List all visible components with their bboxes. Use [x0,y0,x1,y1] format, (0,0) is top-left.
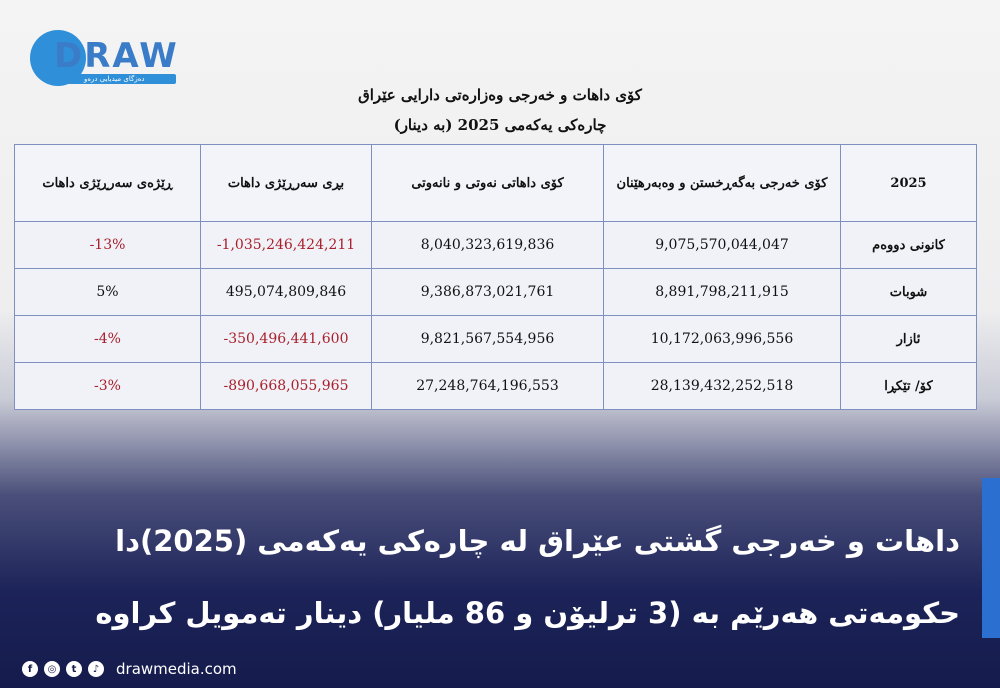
revenue-expense-table: ڕێژەی سەرڕێژی داهات بڕی سەرڕێژی داهات کۆ… [14,144,977,410]
cell-expenses: 10,172,063,996,556 [603,315,841,363]
website-link[interactable]: drawmedia.com [116,660,237,678]
facebook-icon[interactable]: f [22,661,38,677]
cell-expenses: 9,075,570,044,047 [603,221,841,269]
header-deficit-amount: بڕی سەرڕێژی داهات [200,144,372,222]
logo-text: DRAW [54,36,179,76]
accent-bar [982,478,1000,638]
logo-bar [60,74,176,84]
footer: f ◎ t ♪ drawmedia.com [22,660,237,678]
cell-revenue: 9,386,873,021,761 [371,268,604,316]
tiktok-icon[interactable]: ♪ [88,661,104,677]
table-row: -4% -350,496,441,600 9,821,567,554,956 1… [14,315,977,363]
cell-deficit-amount: -1,035,246,424,211 [200,221,372,269]
table-row: 5% 495,074,809,846 9,386,873,021,761 8,8… [14,268,977,316]
twitter-icon[interactable]: t [66,661,82,677]
cell-revenue: 9,821,567,554,956 [371,315,604,363]
document-subtitle: چارەکی یەکەمی 2025 (بە دینار) [393,116,607,134]
document-title: کۆی داهات و خەرجی وەزارەتی دارایی عێراق [358,86,642,104]
cell-expenses: 28,139,432,252,518 [603,362,841,410]
cell-deficit-ratio: -13% [14,221,201,269]
draw-logo: DRAW دەزگای میدیایی درەو [30,30,180,92]
cell-period: ئازار [840,315,977,363]
cell-deficit-amount: -350,496,441,600 [200,315,372,363]
logo-subtitle: دەزگای میدیایی درەو [84,75,145,83]
table-row: -13% -1,035,246,424,211 8,040,323,619,83… [14,221,977,269]
cell-period: کۆ/ تێکڕا [840,362,977,410]
headline-line-2: حکومەتی هەرێم بە (3 ترلیۆن و 86 ملیار) د… [95,596,960,630]
cell-deficit-ratio: -4% [14,315,201,363]
header-expenses: کۆی خەرجی بەگەڕخستن و وەبەرهێنان [603,144,841,222]
cell-revenue: 27,248,764,196,553 [371,362,604,410]
cell-period: شوبات [840,268,977,316]
header-revenue: کۆی داهاتی نەوتی و نانەوتی [371,144,604,222]
instagram-icon[interactable]: ◎ [44,661,60,677]
header-deficit-ratio: ڕێژەی سەرڕێژی داهات [14,144,201,222]
header-period: 2025 [840,144,977,222]
cell-deficit-ratio: 5% [14,268,201,316]
cell-period: کانونی دووەم [840,221,977,269]
table-row-total: -3% -890,668,055,965 27,248,764,196,553 … [14,362,977,410]
cell-deficit-ratio: -3% [14,362,201,410]
cell-deficit-amount: 495,074,809,846 [200,268,372,316]
cell-expenses: 8,891,798,211,915 [603,268,841,316]
cell-deficit-amount: -890,668,055,965 [200,362,372,410]
table-header-row: ڕێژەی سەرڕێژی داهات بڕی سەرڕێژی داهات کۆ… [14,144,977,222]
headline-line-1: داهات و خەرجی گشتی عێراق لە چارەکی یەکەم… [115,524,960,558]
cell-revenue: 8,040,323,619,836 [371,221,604,269]
